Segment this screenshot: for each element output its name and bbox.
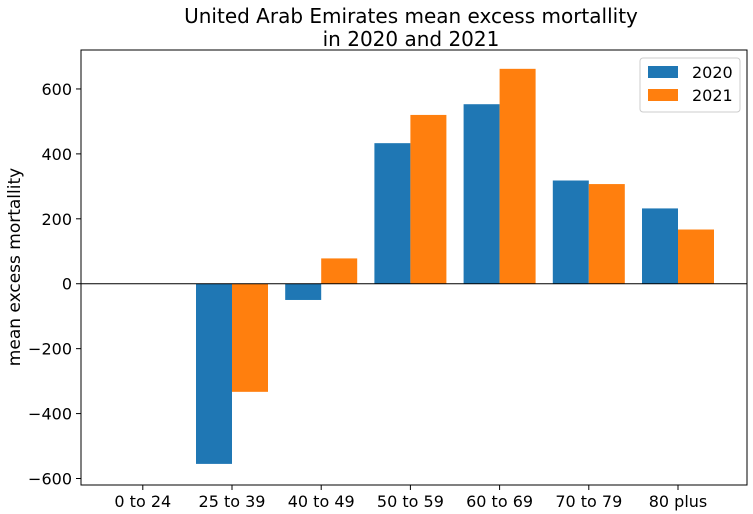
bar-2021-25-to-39 [232, 283, 268, 392]
bar-2020-60-to-69 [463, 104, 500, 284]
bar-2021-40-to-49 [321, 258, 358, 284]
x-tick-label: 40 to 49 [288, 492, 355, 511]
x-tick-label: 80 plus [649, 492, 708, 511]
legend-label-2021: 2021 [692, 86, 733, 105]
legend-label-2020: 2020 [692, 63, 733, 82]
y-ticks-group: −600 −400 −200 0 200 400 600 [28, 80, 81, 489]
y-tick-label: 200 [41, 210, 72, 229]
legend-swatch-2021 [648, 89, 678, 101]
bar-2020-25-to-39 [196, 283, 232, 464]
y-tick-label: −400 [28, 405, 72, 424]
bar-2020-50-to-59 [374, 143, 411, 284]
y-tick-label: 400 [41, 145, 72, 164]
y-tick-label: 600 [41, 80, 72, 99]
plot-frame [80, 49, 748, 486]
bar-2021-60-to-69 [499, 68, 536, 284]
bar-2020-70-to-79 [552, 180, 589, 284]
bars-group [196, 68, 714, 464]
chart-title-line-2: in 2020 and 2021 [323, 27, 500, 51]
bar-2021-50-to-59 [410, 114, 447, 284]
y-tick-label: −600 [28, 470, 72, 489]
x-tick-label: 50 to 59 [377, 492, 444, 511]
y-tick-label: 0 [62, 275, 72, 294]
chart-title-line-1: United Arab Emirates mean excess mortall… [184, 4, 638, 28]
y-axis-label: mean excess mortallity [5, 168, 25, 366]
bar-2021-70-to-79 [588, 184, 625, 284]
x-ticks-group: 0 to 24 25 to 39 40 to 49 50 to 59 60 to 69 7… [114, 485, 707, 511]
bar-2020-80-plus [642, 208, 678, 284]
legend-swatch-2020 [648, 66, 678, 78]
x-tick-label: 70 to 79 [555, 492, 622, 511]
x-tick-label: 60 to 69 [466, 492, 533, 511]
bar-2021-80-plus [678, 229, 714, 284]
bar-2020-40-to-49 [285, 283, 322, 300]
x-tick-label: 25 to 39 [199, 492, 266, 511]
y-tick-label: −200 [28, 340, 72, 359]
x-tick-label: 0 to 24 [114, 492, 171, 511]
legend: 2020 2021 [639, 57, 741, 113]
